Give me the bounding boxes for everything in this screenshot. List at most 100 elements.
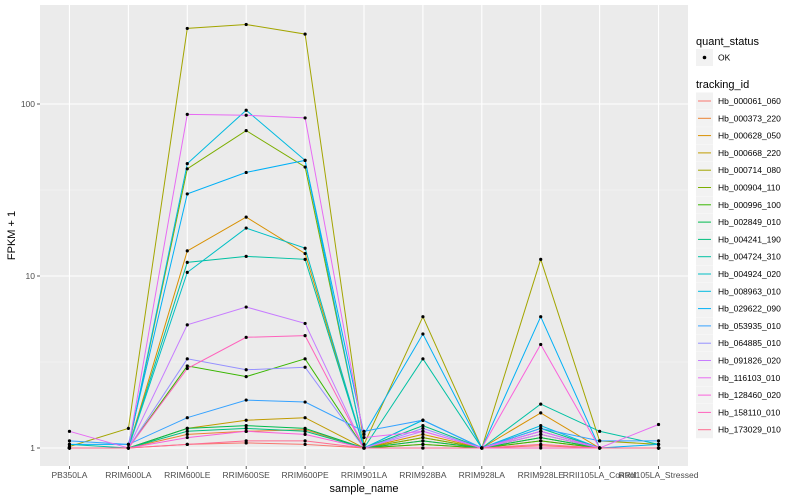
series-points — [67, 22, 661, 450]
data-point — [421, 439, 425, 443]
data-point — [185, 357, 189, 361]
data-point — [244, 305, 248, 309]
data-point — [303, 334, 307, 338]
data-point — [539, 342, 543, 347]
y-axis-title: FPKM + 1 — [6, 211, 18, 260]
data-point — [185, 162, 189, 166]
data-point — [480, 446, 484, 450]
data-point — [67, 442, 72, 446]
data-point — [244, 22, 248, 27]
data-point — [67, 439, 72, 443]
x-tick-label: RRIM928LA — [459, 470, 506, 480]
legend-label-Hb_000714_080: Hb_000714_080 — [718, 165, 781, 175]
data-point — [421, 435, 425, 440]
data-point — [244, 368, 248, 372]
data-point — [539, 315, 543, 319]
data-point — [126, 442, 130, 446]
data-point — [598, 439, 602, 443]
data-point — [185, 260, 189, 264]
y-tick-label: 1 — [30, 443, 35, 453]
x-axis: PB350LA RRIM600LA RRIM600LE RRIM600SE RRIM60… — [51, 466, 699, 480]
data-point — [539, 411, 543, 415]
data-point — [185, 435, 189, 440]
data-point — [185, 364, 189, 368]
legend-label-Hb_000373_220: Hb_000373_220 — [718, 113, 781, 123]
legend-label-Hb_128460_020: Hb_128460_020 — [718, 390, 781, 400]
legend-label-Hb_002849_010: Hb_002849_010 — [718, 217, 781, 227]
data-point — [656, 439, 661, 443]
data-point — [303, 429, 307, 433]
data-point — [656, 422, 661, 427]
data-point — [539, 442, 543, 446]
data-point — [67, 429, 72, 433]
legend-label-Hb_173029_010: Hb_173029_010 — [718, 425, 781, 435]
data-point — [421, 429, 425, 433]
legend-label-Hb_000668_220: Hb_000668_220 — [718, 148, 781, 158]
x-tick-label: RRII105LA_Control — [563, 470, 637, 480]
data-point — [362, 429, 366, 433]
legend-label-Hb_000996_100: Hb_000996_100 — [718, 200, 781, 210]
data-point — [303, 165, 307, 169]
legend-label-Hb_004924_020: Hb_004924_020 — [718, 269, 781, 279]
x-tick-label: RRIM901LA — [341, 470, 388, 480]
legend-label-Hb_004724_310: Hb_004724_310 — [718, 252, 781, 262]
data-point — [539, 439, 543, 443]
data-point — [244, 418, 248, 422]
y-tick-label: 10 — [26, 271, 36, 281]
data-point — [185, 323, 189, 327]
legend: quant_status OK tracking_id Hb_000061_06… — [696, 36, 781, 439]
legend-label-quant-status: OK — [718, 53, 731, 63]
data-point — [539, 257, 543, 261]
data-point — [244, 429, 248, 433]
x-axis-title: sample_name — [329, 483, 398, 495]
data-point — [303, 416, 307, 420]
legend-label-Hb_064885_010: Hb_064885_010 — [718, 338, 781, 348]
data-point — [539, 402, 543, 406]
data-point — [185, 429, 189, 433]
data-point — [244, 423, 248, 428]
data-point — [303, 400, 307, 404]
data-point — [185, 426, 189, 431]
legend-label-Hb_000628_050: Hb_000628_050 — [718, 131, 781, 141]
data-point — [656, 442, 661, 446]
data-point — [539, 426, 543, 431]
data-point — [185, 26, 189, 31]
data-point — [421, 423, 425, 428]
data-point — [303, 158, 307, 162]
data-point — [362, 435, 366, 440]
data-point — [126, 426, 130, 431]
data-point — [421, 418, 425, 422]
data-point — [185, 270, 189, 274]
legend-label-Hb_000061_060: Hb_000061_060 — [718, 96, 781, 106]
data-point — [421, 432, 425, 436]
x-tick-label: RRII105LA_Stressed — [619, 470, 699, 480]
data-point — [303, 365, 307, 369]
data-point — [244, 129, 248, 133]
legend-label-Hb_116103_010: Hb_116103_010 — [718, 373, 781, 383]
data-point — [244, 215, 248, 219]
legend-label-Hb_004241_190: Hb_004241_190 — [718, 234, 781, 244]
data-point — [303, 251, 307, 256]
data-point — [421, 315, 425, 319]
x-tick-label: RRIM600SE — [223, 470, 271, 480]
legend-label-Hb_053935_010: Hb_053935_010 — [718, 321, 781, 331]
x-tick-label: RRIM928LE — [518, 470, 565, 480]
data-point — [598, 446, 602, 450]
data-point — [303, 432, 307, 436]
data-point — [244, 426, 248, 431]
data-point — [656, 446, 661, 450]
data-point — [185, 416, 189, 420]
data-point — [244, 108, 248, 112]
legend-title-quant-status: quant_status — [696, 36, 759, 48]
data-point — [303, 257, 307, 261]
data-point — [598, 429, 602, 433]
data-point — [185, 192, 189, 196]
data-point — [244, 226, 248, 230]
data-point — [185, 167, 189, 171]
data-point — [185, 442, 189, 446]
data-point — [421, 357, 425, 361]
data-point — [244, 398, 248, 402]
data-point — [303, 439, 307, 443]
data-point — [244, 335, 248, 339]
data-point — [539, 446, 543, 450]
